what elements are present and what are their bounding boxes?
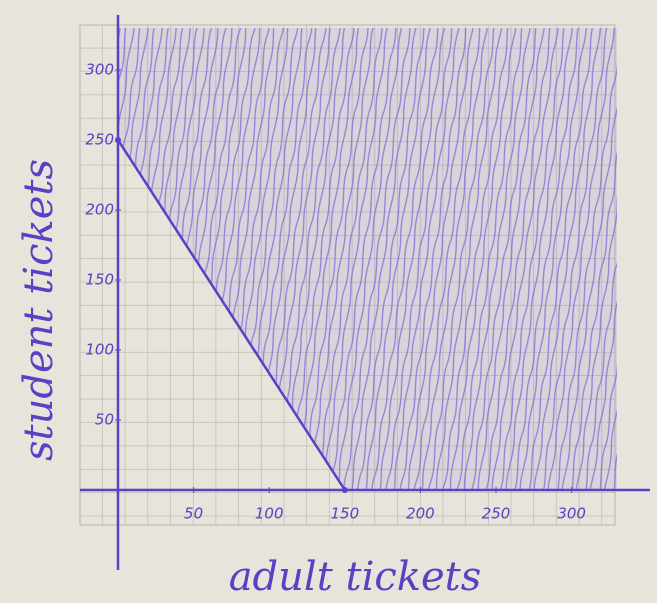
y-axis-title: student tickets	[16, 159, 62, 461]
x-tick-label: 250	[482, 505, 511, 523]
chart: adult tickets student tickets 50 100 150 20…	[0, 0, 657, 603]
page: {"chart_data": {"type": "line", "x_label…	[0, 0, 657, 603]
y-tick-label: 50	[95, 411, 114, 429]
y-tick-label: 200	[85, 201, 114, 219]
x-tick-label: 300	[557, 505, 586, 523]
y-tick-label: 300	[85, 61, 114, 79]
y-tick-label: 100	[85, 341, 114, 359]
y-tick-label: 150	[85, 271, 114, 289]
y-tick-label: 250	[85, 131, 114, 149]
x-tick-label: 200	[406, 505, 435, 523]
x-tick-label: 100	[255, 505, 284, 523]
x-axis-title: adult tickets	[229, 554, 482, 600]
point	[115, 137, 121, 143]
x-tick-label: 50	[184, 505, 203, 523]
x-tick-label: 150	[330, 505, 359, 523]
point	[342, 487, 348, 493]
